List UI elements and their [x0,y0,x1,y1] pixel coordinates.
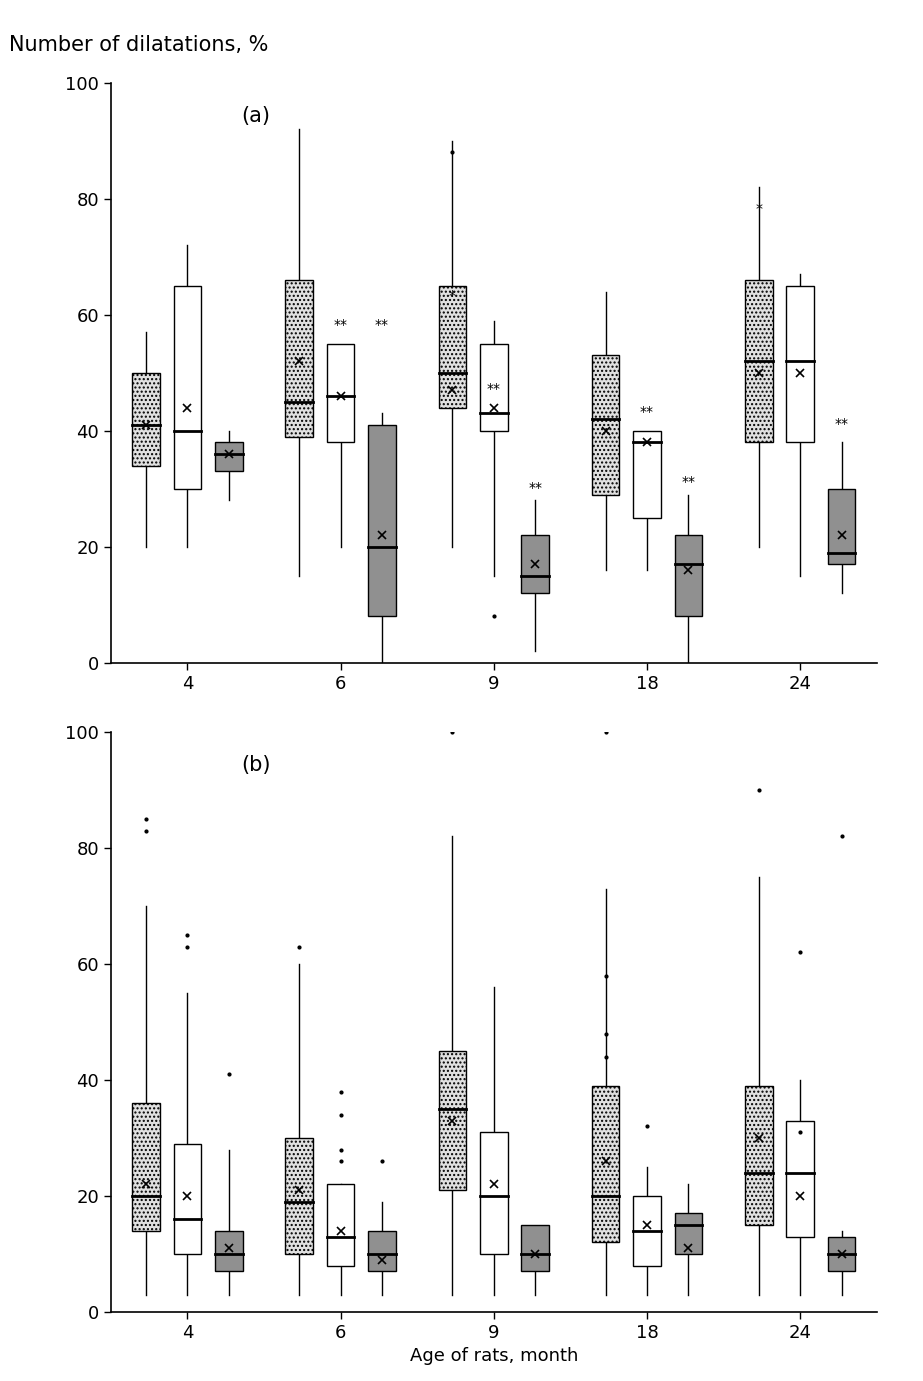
Bar [786,1120,814,1236]
Bar [285,280,313,436]
Bar [786,286,814,442]
Text: (a): (a) [241,106,270,126]
Bar [745,1085,773,1225]
Bar [327,1185,354,1265]
Bar [438,286,466,407]
Text: *: * [449,289,456,304]
Bar [368,425,396,616]
Text: **: ** [640,405,654,420]
Bar [215,1230,243,1272]
Bar [215,442,243,471]
Bar [675,536,702,616]
Bar [592,355,619,494]
Text: **: ** [834,417,848,431]
Bar [480,1132,508,1254]
Bar [285,1138,313,1254]
Bar [828,489,856,565]
Bar [174,286,201,489]
Bar [480,344,508,431]
Bar [368,1230,396,1272]
Bar [132,1103,160,1230]
Bar [828,1236,856,1272]
Bar [592,1085,619,1243]
Bar [633,1196,661,1265]
Bar [675,1214,702,1254]
Bar [521,1225,549,1272]
Bar [438,1051,466,1190]
Bar [521,536,549,594]
Text: **: ** [528,481,542,494]
Bar [132,373,160,465]
Text: Number of dilatations, %: Number of dilatations, % [9,35,269,54]
Text: **: ** [375,318,389,333]
Text: *: * [755,202,762,217]
Text: **: ** [681,475,695,489]
X-axis label: Age of rats, month: Age of rats, month [410,1348,578,1366]
Bar [745,280,773,442]
Text: **: ** [333,318,348,333]
Bar [633,431,661,518]
Bar [174,1143,201,1254]
Bar [327,344,354,442]
Text: **: ** [486,383,501,396]
Text: (b): (b) [241,755,270,775]
